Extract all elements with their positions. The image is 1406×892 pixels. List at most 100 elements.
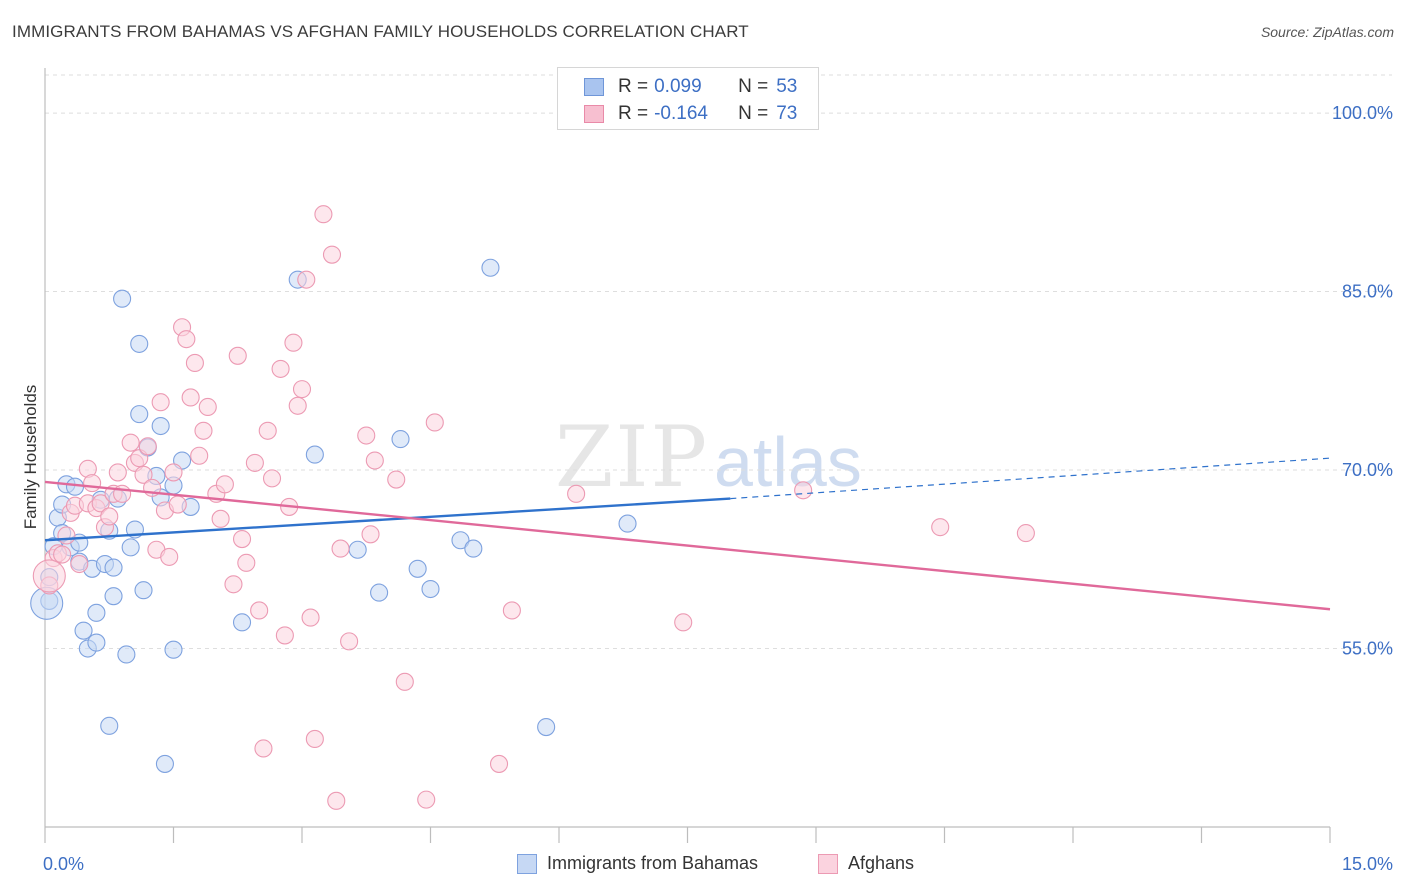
afghans-point xyxy=(83,474,102,493)
bahamas-point xyxy=(370,583,389,602)
legend-r-label: R = xyxy=(618,103,649,124)
watermark-atlas: atlas xyxy=(714,423,862,501)
afghans-point xyxy=(417,790,436,809)
legend-n-value: 73 xyxy=(776,103,798,124)
y-tick-label: 85.0% xyxy=(1342,282,1393,302)
legend-n-label: N = xyxy=(738,76,769,97)
legend-item-afghans[interactable]: Afghans xyxy=(818,853,914,874)
bahamas-point xyxy=(104,558,123,577)
legend-swatch-afghans xyxy=(818,853,838,874)
afghans-point xyxy=(138,437,157,456)
afghans-point xyxy=(489,754,509,773)
bahamas-point xyxy=(117,645,136,664)
trend-line-bahamas-extension xyxy=(730,457,1331,500)
bahamas-point xyxy=(451,531,470,550)
afghans-point xyxy=(190,446,209,465)
bahamas-point xyxy=(121,538,140,557)
bahamas-point xyxy=(618,514,637,533)
afghans-point xyxy=(185,353,204,372)
afghans-point xyxy=(288,396,307,415)
afghans-point xyxy=(314,205,333,224)
legend-row-afghans: R = -0.164 N = 73 xyxy=(584,103,797,125)
afghans-point xyxy=(674,613,693,632)
afghans-point xyxy=(121,433,140,452)
x-tick-labels: 0.0% 15.0% xyxy=(43,854,1393,874)
afghans-point xyxy=(164,463,183,482)
source-label: Source: ZipAtlas.com xyxy=(1260,24,1394,40)
legend-r-value: 0.099 xyxy=(654,76,702,97)
chart-title: IMMIGRANTS FROM BAHAMAS VS AFGHAN FAMILY… xyxy=(12,22,749,41)
afghans-point xyxy=(237,553,256,572)
bahamas-point xyxy=(113,289,132,308)
y-axis-label: Family Households xyxy=(21,385,40,530)
afghans-point xyxy=(258,421,277,440)
correlation-legend: R = 0.099 N = 53 R = -0.164 N = 73 xyxy=(557,67,819,130)
afghans-point xyxy=(365,451,384,470)
afghans-point xyxy=(245,453,264,472)
afghans-point xyxy=(340,632,359,651)
afghans-point xyxy=(271,359,290,378)
afghans-point xyxy=(91,494,110,513)
afghans-point xyxy=(224,575,243,594)
afghans-point xyxy=(232,530,252,549)
bahamas-point xyxy=(130,405,149,424)
afghans-point xyxy=(305,729,324,748)
legend-item-bahamas[interactable]: Immigrants from Bahamas xyxy=(517,853,758,874)
afghans-point xyxy=(177,330,196,349)
series-legend: Immigrants from Bahamas Afghans xyxy=(0,853,1406,877)
afghans-point xyxy=(53,545,72,564)
legend-swatch-afghans xyxy=(584,105,604,123)
afghans-point xyxy=(301,608,320,627)
afghans-point xyxy=(361,525,380,544)
afghans-point xyxy=(292,380,312,399)
afghans-point xyxy=(502,601,521,620)
series-afghans-points xyxy=(32,205,1035,810)
bahamas-point xyxy=(130,334,149,353)
afghans-point xyxy=(160,547,179,566)
bahamas-point xyxy=(155,754,174,773)
afghans-point xyxy=(70,554,89,574)
afghans-point xyxy=(168,495,187,514)
bahamas-point xyxy=(348,540,367,559)
afghans-point xyxy=(1016,524,1035,543)
watermark: ZIP atlas xyxy=(555,408,862,506)
afghans-point xyxy=(194,421,213,440)
afghans-point xyxy=(931,518,950,537)
bahamas-point xyxy=(537,718,556,737)
afghans-point xyxy=(250,601,269,620)
legend-n-value: 53 xyxy=(776,76,798,97)
legend-r-label: R = xyxy=(618,76,649,97)
bahamas-point xyxy=(391,430,410,449)
afghans-point xyxy=(211,509,230,528)
afghans-point xyxy=(151,393,170,412)
afghans-point xyxy=(134,465,153,484)
afghans-point xyxy=(57,526,76,545)
trend-line-afghans xyxy=(44,480,1331,611)
trend-lines xyxy=(44,457,1331,611)
afghans-point xyxy=(794,481,813,500)
afghans-point xyxy=(275,626,294,645)
bahamas-point xyxy=(305,445,324,464)
bahamas-point xyxy=(104,587,123,606)
afghans-point xyxy=(322,245,342,264)
bahamas-point xyxy=(87,603,106,622)
y-tick-labels: 55.0% 70.0% 85.0% 100.0% xyxy=(1332,103,1393,658)
trend-line-bahamas xyxy=(44,497,731,542)
afghans-point xyxy=(327,791,346,810)
bahamas-point xyxy=(87,633,106,652)
afghans-point xyxy=(100,507,119,526)
legend-row-bahamas: R = 0.099 N = 53 xyxy=(584,76,797,98)
afghans-point xyxy=(108,463,127,482)
afghans-point xyxy=(425,413,444,432)
bahamas-point xyxy=(421,579,440,599)
legend-swatch-bahamas xyxy=(584,78,604,96)
afghans-point xyxy=(254,739,273,758)
legend-label-afghans: Afghans xyxy=(848,853,915,873)
bahamas-point xyxy=(100,716,119,735)
bahamas-point xyxy=(481,258,500,277)
afghans-point xyxy=(284,333,303,352)
afghans-point xyxy=(198,397,217,417)
afghans-point xyxy=(181,388,200,407)
bahamas-point xyxy=(232,613,252,632)
